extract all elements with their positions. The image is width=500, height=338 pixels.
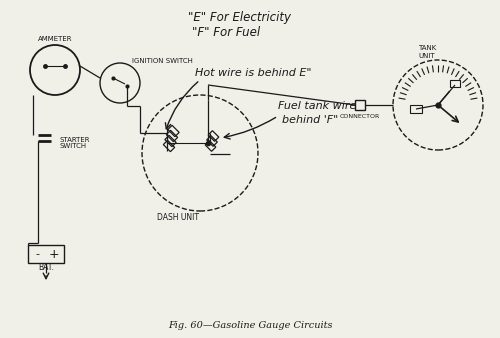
Text: BAT.: BAT. <box>38 264 54 272</box>
Bar <box>165 135 176 147</box>
Text: CONNECTOR: CONNECTOR <box>340 115 380 120</box>
Bar <box>166 130 177 142</box>
Text: -: - <box>35 249 39 259</box>
Bar <box>206 136 218 146</box>
Text: TANK
UNIT: TANK UNIT <box>418 46 436 58</box>
Text: +: + <box>48 247 60 261</box>
Text: STARTER
SWITCH: STARTER SWITCH <box>60 137 90 149</box>
Text: DASH UNIT: DASH UNIT <box>157 214 199 222</box>
Bar <box>410 105 422 113</box>
Text: Fig. 60—Gasoline Gauge Circuits: Fig. 60—Gasoline Gauge Circuits <box>168 321 332 331</box>
Bar <box>355 100 365 110</box>
Bar <box>208 131 219 141</box>
Text: "E" For Electricity: "E" For Electricity <box>188 11 291 24</box>
Text: IGNITION SWITCH: IGNITION SWITCH <box>132 58 192 64</box>
Text: Fuel tank wire: Fuel tank wire <box>278 101 356 111</box>
Text: Hot wire is behind E": Hot wire is behind E" <box>195 68 312 78</box>
Bar <box>450 80 460 87</box>
Text: behind 'F": behind 'F" <box>282 115 338 125</box>
Bar <box>205 141 216 151</box>
Text: AMMETER: AMMETER <box>38 36 72 42</box>
Text: "F" For Fuel: "F" For Fuel <box>192 25 260 39</box>
Bar <box>28 245 64 263</box>
Bar <box>168 125 179 137</box>
Bar <box>164 140 174 152</box>
